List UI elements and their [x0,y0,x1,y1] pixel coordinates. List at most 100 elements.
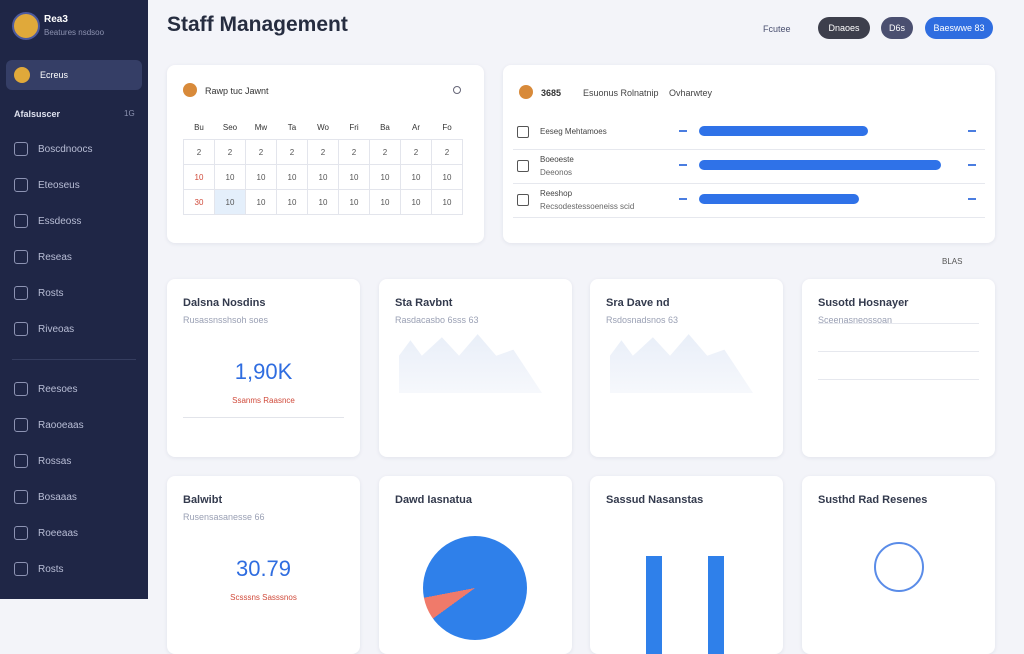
calendar-cell[interactable]: 10 [400,189,432,215]
calendar-cell[interactable]: 30 [183,189,215,215]
day-label: Fri [349,122,359,132]
calendar-cell[interactable]: 2 [183,139,215,165]
page-title: Staff Management [167,13,348,36]
nav-item[interactable]: Raooeaas [14,418,84,432]
nav-item[interactable]: Boscdnoocs [14,142,92,156]
stat-card: Balwibt Rusensasanesse 66 30.79 Scsssns Sas… [167,476,360,654]
calendar-cell[interactable]: 10 [431,189,463,215]
calendar-cell[interactable]: 10 [245,189,277,215]
active-item[interactable]: Ecreus [6,60,142,90]
nav-icon [14,178,28,192]
nav-icon [14,142,28,156]
nav-label: Boscdnoocs [38,143,93,155]
nav-item[interactable]: Bosaaas [14,490,77,504]
card-value: 1,90K [234,359,293,384]
stat-card: Sta Ravbnt Rasdacasbo 6sss 63 [379,279,572,457]
calendar-cell[interactable]: 2 [214,139,246,165]
card-title: Sta Ravbnt [395,297,453,309]
card-note: Ssanms Raasnce [232,396,295,405]
card-title: Sassud Nasanstas [606,494,704,506]
nav-label: Reesoes [38,383,78,395]
card-sub: Rasdacasbo 6sss 63 [395,315,479,325]
progress-subtitle: Ovharwtey [669,88,713,98]
calendar-cell[interactable]: 2 [276,139,308,165]
button[interactable]: D6s [881,17,913,39]
nav-item[interactable]: Rosts [14,562,64,576]
area-shape [610,334,753,393]
calendar-cell[interactable]: 10 [400,164,432,190]
avatar [519,85,533,99]
nav-item[interactable]: Rossas [14,454,71,468]
sidebar: Rea3 Beatures nsdsoo Ecreus Afalsuscer 1… [0,0,148,599]
header-link[interactable]: Fcutee [763,24,791,34]
day-label: Fo [442,122,452,132]
card-sub: Rusensasanesse 66 [183,512,265,522]
day-label: Seo [222,122,238,132]
icon [453,86,461,94]
card-title: Sra Dave nd [606,297,670,309]
button[interactable]: Baeswwe 83 [925,17,993,39]
calendar-cell[interactable]: 2 [338,139,370,165]
calendar-cell[interactable]: 2 [307,139,339,165]
calendar-cell[interactable]: 10 [307,164,339,190]
nav-label: Rossas [38,455,72,467]
stat-card: Sra Dave nd Rsdosnadsnos 63 [590,279,783,457]
calendar-cell[interactable]: 2 [245,139,277,165]
nav-label: Riveoas [38,323,75,335]
progress-row: Reeshop Recsodestessoeneiss scid [513,183,985,218]
nav-item[interactable]: Riveoas [14,322,74,336]
day-label: Mw [254,122,268,132]
day-label: Ba [380,122,390,132]
nav-item[interactable]: Roeeaas [14,526,78,540]
calendar-cell[interactable]: 10 [431,164,463,190]
calendar-cell[interactable]: 10 [214,189,246,215]
dots [968,198,976,200]
nav-item[interactable]: Eteoseus [14,178,80,192]
dots [679,130,687,132]
progress-row: Boeoeste Deeonos [513,149,985,184]
calendar-cell[interactable]: 10 [214,164,246,190]
area-shape [399,334,542,393]
progress-bar [699,160,941,170]
ring-shape [874,542,924,592]
day-label: Ta [287,122,297,132]
nav-icon [14,322,28,336]
calendar-cell[interactable]: 10 [276,164,308,190]
nav-icon [14,286,28,300]
calendar-cell[interactable]: 10 [276,189,308,215]
section: Afalsuscer [14,109,61,119]
calendar-cell[interactable]: 10 [369,189,401,215]
nav-icon [14,490,28,504]
calendar-cell[interactable]: 10 [338,189,370,215]
stat-card: Susthd Rad Resenes [802,476,995,654]
active-label: Ecreus [40,70,69,80]
nav-item[interactable]: Rosts [14,286,64,300]
calendar-row: 30 10 10 10 10 10 10 10 10 [183,189,463,215]
calendar-cell[interactable]: 2 [369,139,401,165]
calendar-cell[interactable]: 10 [369,164,401,190]
nav-label: Essdeoss [38,215,82,227]
progress-card: 3685 Esuonus Rolnatnip Ovharwtey Eeseg M… [503,65,995,243]
calendar-cell[interactable]: 10 [307,189,339,215]
nav-label: Reseas [38,251,72,263]
nav-icon [14,526,28,540]
calendar-cell[interactable]: 2 [431,139,463,165]
nav-item[interactable]: Essdeoss [14,214,81,228]
calendar-cell[interactable]: 2 [400,139,432,165]
card-sub: Rusassnsshsoh soes [183,315,269,325]
nav-item[interactable]: Reseas [14,250,72,264]
nav-item[interactable]: Reesoes [14,382,77,396]
stat-card: Susotd Hosnayer Sceenasneossoan [802,279,995,457]
card-title: Susthd Rad Resenes [818,494,928,506]
progress-bar [699,126,869,136]
calendar-cell[interactable]: 10 [183,164,215,190]
row-label: Boeoeste [540,155,574,164]
button[interactable]: Dnaoes [818,17,870,39]
nav-label: Raooeaas [38,419,84,431]
row-label: Eeseg Mehtamoes [540,127,607,136]
dots [679,198,687,200]
nav-icon [14,562,28,576]
calendar-cell[interactable]: 10 [338,164,370,190]
calendar-cell[interactable]: 10 [245,164,277,190]
pie-shape [423,536,527,640]
